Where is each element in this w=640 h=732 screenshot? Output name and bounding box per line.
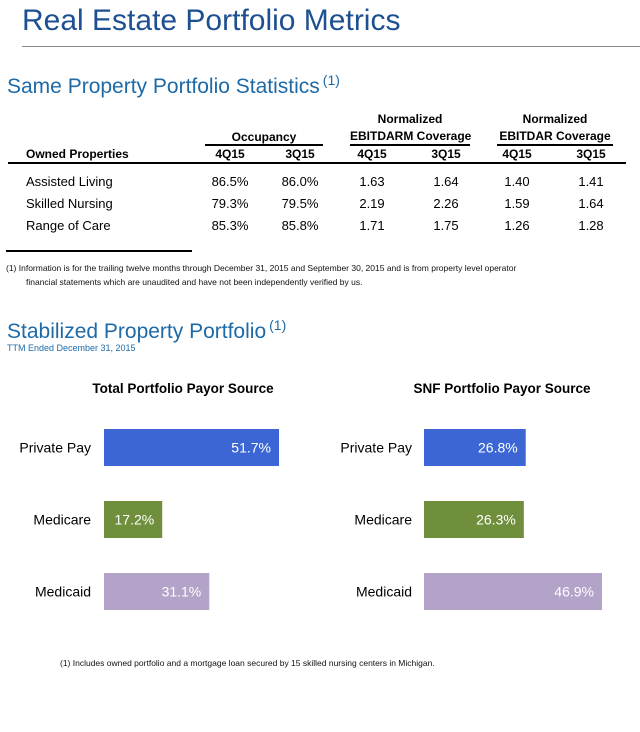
table-header-rule [8,162,626,164]
cell-value: 1.40 [504,174,530,189]
occupancy-header-rule [205,144,323,146]
cell-value: 79.3% [211,196,249,211]
cell-value: 79.5% [281,196,319,211]
snf-portfolio-chart: Private Pay 26.8% Medicare 26.3% Medicaid 46.… [340,429,602,610]
snf-portfolio-chart-title: SNF Portfolio Payor Source [413,381,591,396]
column-header-occupancy-3q15: 3Q15 [285,147,315,161]
stabilized-section-title: Stabilized Property Portfolio (1) [7,317,286,344]
category-label-medicaid: Medicaid [356,584,412,600]
cell-value: 1.63 [359,174,385,189]
stabilized-section-title-text: Stabilized Property Portfolio [7,320,267,343]
bar-private-pay [104,429,279,466]
data-label-medicaid: 31.1% [162,584,202,600]
stabilized-footnote: (1) Includes owned portfolio and a mortg… [60,658,435,668]
cell-value: 1.64 [578,196,604,211]
cell-value: 1.59 [504,196,530,211]
data-label-medicare: 26.3% [476,512,516,528]
column-header-ebitdarm-4q15: 4Q15 [357,147,387,161]
total-portfolio-chart: Private Pay 51.7% Medicare 17.2% Medicaid 31.… [19,429,279,610]
data-label-private-pay: 51.7% [231,440,271,456]
column-header-owned-properties: Owned Properties [26,147,129,161]
cell-value: 1.64 [433,174,459,189]
ebitdarm-header-line2: EBITDARM Coverage [350,129,472,143]
bar-medicaid [104,573,210,610]
cell-value: 86.5% [211,174,249,189]
stabilized-footnote-mark: (1) [269,317,287,333]
ebitdarm-header-rule [350,144,470,146]
category-label-private-pay: Private Pay [340,440,412,456]
stats-footnote-mark: (1) [322,72,340,88]
stabilized-subtitle: TTM Ended December 31, 2015 [7,343,136,353]
data-label-medicare: 17.2% [115,512,155,528]
cell-value: 2.19 [359,196,385,211]
occupancy-header: Occupancy [231,130,297,144]
cell-value: 1.75 [433,218,459,233]
category-label-medicare: Medicare [33,512,91,528]
column-header-ebitdarm-3q15: 3Q15 [431,147,461,161]
cell-value: 1.28 [578,218,604,233]
category-label-private-pay: Private Pay [19,440,91,456]
footnote-separator [6,250,192,252]
data-label-medicaid: 46.9% [554,584,594,600]
page-title: Real Estate Portfolio Metrics [22,4,401,37]
cell-value: 2.26 [433,196,459,211]
ebitdarm-header-line1: Normalized [377,112,443,126]
cell-value: 85.8% [281,218,319,233]
category-label-medicare: Medicare [354,512,412,528]
stats-footnote-line2: financial statements which are unaudited… [26,277,363,287]
cell-value: 86.0% [281,174,319,189]
cell-value: 1.26 [504,218,530,233]
ebitdar-header-rule [497,144,613,146]
bar-medicare [424,501,524,538]
row-label-range-of-care: Range of Care [26,218,111,233]
column-header-occupancy-4q15: 4Q15 [215,147,245,161]
title-divider [22,46,640,47]
data-label-private-pay: 26.8% [478,440,518,456]
stats-section-title-text: Same Property Portfolio Statistics [7,75,320,98]
bar-private-pay [424,429,526,466]
cell-value: 1.71 [359,218,385,233]
row-label-assisted-living: Assisted Living [26,174,113,189]
ebitdar-header-line1: Normalized [522,112,588,126]
stats-footnote-line1: (1) Information is for the trailing twel… [6,263,517,273]
category-label-medicaid: Medicaid [35,584,91,600]
column-header-ebitdar-4q15: 4Q15 [502,147,532,161]
ebitdar-header-line2: EBITDAR Coverage [499,129,611,143]
stats-section-title: Same Property Portfolio Statistics (1) [7,72,340,99]
cell-value: 1.41 [578,174,604,189]
column-header-ebitdar-3q15: 3Q15 [576,147,606,161]
bar-medicare [104,501,163,538]
total-portfolio-chart-title: Total Portfolio Payor Source [92,381,274,396]
row-label-skilled-nursing: Skilled Nursing [26,196,113,211]
cell-value: 85.3% [211,218,249,233]
bar-medicaid [424,573,602,610]
